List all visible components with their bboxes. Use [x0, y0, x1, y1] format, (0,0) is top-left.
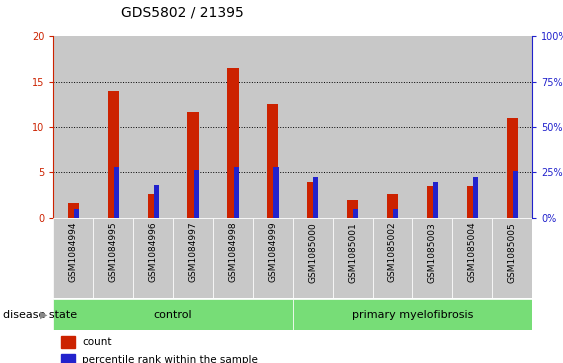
Bar — [194, 170, 199, 218]
Bar — [173, 36, 213, 218]
Text: GSM1085002: GSM1085002 — [388, 222, 397, 282]
Bar — [467, 186, 478, 218]
Bar — [313, 177, 319, 218]
Bar — [253, 218, 293, 298]
Bar — [148, 194, 159, 218]
Bar — [267, 105, 279, 218]
Text: control: control — [154, 310, 193, 320]
Text: GSM1085001: GSM1085001 — [348, 222, 357, 282]
Bar — [393, 209, 398, 218]
Bar — [452, 218, 492, 298]
Text: disease state: disease state — [3, 310, 77, 320]
Bar — [213, 36, 253, 218]
Bar — [492, 36, 532, 218]
Bar — [412, 218, 452, 298]
Text: GSM1084995: GSM1084995 — [109, 222, 118, 282]
Bar — [187, 112, 199, 218]
Bar — [93, 36, 133, 218]
Text: GSM1084997: GSM1084997 — [189, 222, 198, 282]
Bar — [108, 91, 119, 218]
Bar — [114, 167, 119, 218]
Text: GSM1084994: GSM1084994 — [69, 222, 78, 282]
Text: GDS5802 / 21395: GDS5802 / 21395 — [121, 6, 244, 20]
Bar — [293, 36, 333, 218]
Bar — [427, 186, 438, 218]
Bar — [61, 336, 75, 348]
Text: ▶: ▶ — [41, 310, 48, 320]
Bar — [353, 209, 359, 218]
Bar — [154, 185, 159, 218]
Text: GSM1085004: GSM1085004 — [468, 222, 477, 282]
Bar — [473, 177, 478, 218]
Bar — [333, 36, 373, 218]
Bar — [53, 299, 293, 330]
Bar — [333, 218, 373, 298]
Bar — [433, 182, 438, 218]
Bar — [373, 218, 412, 298]
Text: GSM1084998: GSM1084998 — [229, 222, 238, 282]
Bar — [173, 218, 213, 298]
Bar — [68, 203, 79, 218]
Bar — [133, 36, 173, 218]
Bar — [347, 200, 358, 218]
Bar — [93, 218, 133, 298]
Bar — [513, 171, 518, 218]
Text: count: count — [82, 337, 111, 347]
Bar — [507, 118, 517, 218]
Bar — [293, 218, 333, 298]
Bar — [373, 36, 412, 218]
Bar — [227, 68, 239, 218]
Bar — [133, 218, 173, 298]
Bar — [234, 167, 239, 218]
Bar — [53, 36, 93, 218]
Bar — [412, 36, 452, 218]
Bar — [253, 36, 293, 218]
Text: GSM1084996: GSM1084996 — [149, 222, 158, 282]
Bar — [61, 354, 75, 363]
Bar — [307, 182, 318, 218]
Text: GSM1085005: GSM1085005 — [508, 222, 517, 282]
Bar — [53, 218, 93, 298]
Bar — [274, 167, 279, 218]
Bar — [213, 218, 253, 298]
Bar — [387, 194, 398, 218]
Bar — [74, 209, 79, 218]
Bar — [452, 36, 492, 218]
Text: percentile rank within the sample: percentile rank within the sample — [82, 355, 258, 363]
Text: GSM1085000: GSM1085000 — [308, 222, 317, 282]
Bar — [492, 218, 532, 298]
Text: GSM1085003: GSM1085003 — [428, 222, 437, 282]
Text: primary myelofibrosis: primary myelofibrosis — [352, 310, 473, 320]
Bar — [293, 299, 532, 330]
Text: GSM1084999: GSM1084999 — [269, 222, 278, 282]
